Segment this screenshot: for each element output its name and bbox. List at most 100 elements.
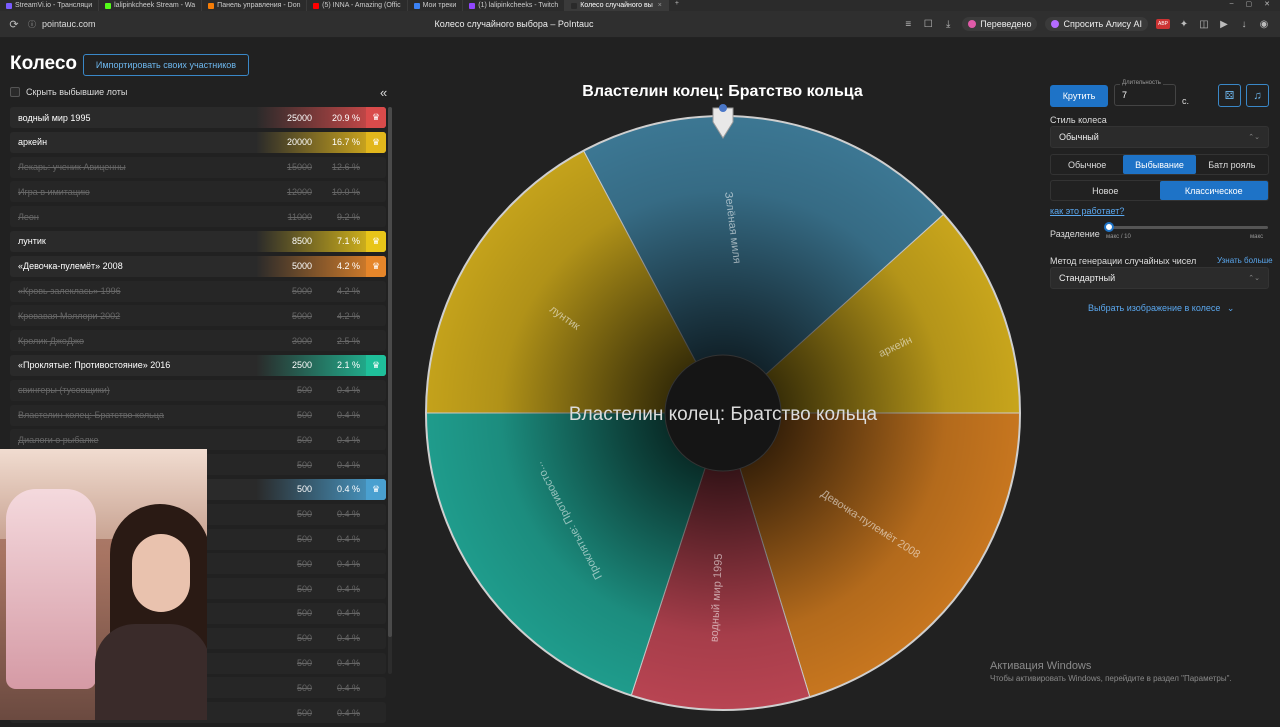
lot-row[interactable]: Игра в имитацию 12000 10.0 % bbox=[10, 181, 386, 203]
variant-option[interactable]: Классическое bbox=[1159, 181, 1268, 200]
lot-remove-icon[interactable]: ♛ bbox=[366, 131, 386, 153]
browser-tab[interactable]: Колесо случайного вы × bbox=[565, 0, 669, 11]
lot-remove-icon[interactable]: ♛ bbox=[366, 107, 386, 128]
media-icon[interactable]: ▶ bbox=[1220, 18, 1228, 30]
rng-select[interactable]: Стандартный ⌃⌄ bbox=[1050, 267, 1269, 289]
lot-row[interactable]: лунтик 8500 7.1 % ♛ bbox=[10, 230, 386, 252]
lot-remove-icon[interactable]: ♛ bbox=[366, 354, 386, 376]
lot-row[interactable]: «Девочка-пулемёт» 2008 5000 4.2 % ♛ bbox=[10, 255, 386, 277]
download-icon[interactable]: ⤓ bbox=[946, 18, 951, 30]
lot-remove-icon[interactable] bbox=[366, 578, 386, 599]
reload-icon[interactable]: ⟳ bbox=[9, 18, 19, 31]
translate-icon bbox=[968, 20, 977, 28]
lot-row[interactable]: Леон 11000 9.2 % bbox=[10, 206, 386, 228]
split-slider-knob[interactable] bbox=[1104, 222, 1114, 232]
lot-remove-icon[interactable] bbox=[366, 454, 386, 475]
mode-switch[interactable]: Обычное Выбывание Батл рояль bbox=[1050, 154, 1269, 175]
lot-pct: 2.5 % bbox=[336, 335, 360, 346]
lot-amount: 500 bbox=[296, 658, 312, 669]
translate-button[interactable]: Переведено bbox=[962, 17, 1038, 31]
screenshot-icon[interactable]: ◫ bbox=[1199, 18, 1209, 30]
lot-remove-icon[interactable] bbox=[366, 380, 386, 401]
mode-option[interactable]: Обычное bbox=[1068, 159, 1107, 170]
music-icon[interactable]: ♫ bbox=[1246, 84, 1269, 107]
browser-tab[interactable]: lalipinkcheek Stream - Wa bbox=[99, 0, 203, 11]
alice-button[interactable]: Спросить Алису AI bbox=[1045, 17, 1148, 31]
browser-tab[interactable]: (5) INNA - Amazing (Offic bbox=[307, 0, 408, 11]
lot-pct: 0.4 % bbox=[336, 459, 360, 470]
lot-row[interactable]: Властелин колец: Братство кольца 500 0.4 % bbox=[10, 404, 386, 426]
mode-option[interactable]: Батл рояль bbox=[1208, 159, 1256, 170]
lot-name: аркейн bbox=[18, 137, 48, 148]
import-participants-button[interactable]: Импортировать своих участников bbox=[83, 54, 249, 76]
lot-remove-icon[interactable] bbox=[366, 628, 386, 649]
lot-remove-icon[interactable] bbox=[366, 677, 386, 698]
spin-button[interactable]: Крутить bbox=[1050, 85, 1108, 107]
lot-row[interactable]: Кровавая Мэллори 2002 5000 4.2 % bbox=[10, 305, 386, 327]
how-it-works-link[interactable]: как это работает? bbox=[1050, 206, 1125, 216]
address-bar: ⟳ ⓘ pointauc.com Колесо случайного выбор… bbox=[0, 11, 1280, 38]
lot-remove-icon[interactable]: ♛ bbox=[366, 478, 386, 500]
hide-eliminated-checkbox[interactable] bbox=[10, 87, 20, 97]
wheel-style-label: Стиль колеса bbox=[1050, 115, 1107, 125]
url-field[interactable]: ⓘ pointauc.com bbox=[28, 19, 138, 30]
lot-remove-icon[interactable] bbox=[366, 405, 386, 426]
variant-switch[interactable]: Новое Классическое bbox=[1050, 180, 1269, 201]
lot-color-gradient bbox=[256, 131, 386, 153]
lot-remove-icon[interactable]: ♛ bbox=[366, 230, 386, 252]
close-window-icon[interactable]: ✕ bbox=[1264, 1, 1270, 8]
lot-row[interactable]: Кролик ДжоДжо 3000 2.5 % bbox=[10, 330, 386, 352]
close-tab-icon[interactable]: × bbox=[657, 2, 662, 9]
site-info-icon[interactable]: ⓘ bbox=[28, 19, 36, 29]
lot-row[interactable]: свингеры (тусовщики) 500 0.4 % bbox=[10, 379, 386, 401]
lot-row[interactable]: Диалоги о рыбалке 500 0.4 % bbox=[10, 429, 386, 451]
select-arrow-icon: ⌃⌄ bbox=[1248, 134, 1260, 141]
lot-remove-icon[interactable] bbox=[366, 330, 386, 351]
bookmark-icon[interactable]: ☐ bbox=[923, 18, 933, 30]
adblock-icon[interactable]: ABP bbox=[1156, 19, 1170, 29]
lot-remove-icon[interactable] bbox=[366, 603, 386, 624]
lot-remove-icon[interactable] bbox=[366, 553, 386, 574]
maximize-icon[interactable]: ▢ bbox=[1245, 1, 1253, 8]
collapse-panel-icon[interactable]: « bbox=[380, 85, 388, 100]
lot-remove-icon[interactable] bbox=[366, 157, 386, 178]
browser-tab[interactable]: StreamVi.io - Трансляци bbox=[0, 0, 100, 11]
variant-option[interactable]: Новое bbox=[1092, 185, 1119, 196]
dice-icon[interactable]: ⚄ bbox=[1218, 84, 1241, 107]
download-manager-icon[interactable]: ↓ bbox=[1241, 18, 1247, 30]
wheel-style-select[interactable]: Обычный ⌃⌄ bbox=[1050, 126, 1269, 148]
browser-tab[interactable]: Панель управления - Don bbox=[202, 0, 308, 11]
minimize-icon[interactable]: – bbox=[1229, 0, 1234, 7]
windows-activation-title: Активация Windows bbox=[990, 660, 1092, 672]
lot-row[interactable]: Лекарь: ученик Авиценны 15000 12.6 % bbox=[10, 156, 386, 178]
lot-row[interactable]: аркейн 20000 16.7 % ♛ bbox=[10, 131, 386, 153]
extensions-icon[interactable]: ✦ bbox=[1179, 18, 1189, 30]
lot-remove-icon[interactable] bbox=[366, 305, 386, 326]
lot-remove-icon[interactable] bbox=[366, 181, 386, 202]
lot-remove-icon[interactable]: ♛ bbox=[366, 255, 386, 277]
browser-tab[interactable]: Мои треки bbox=[408, 0, 464, 11]
mode-option[interactable]: Выбывание bbox=[1123, 155, 1196, 174]
tab-favicon-icon bbox=[413, 2, 420, 9]
lot-remove-icon[interactable] bbox=[366, 653, 386, 674]
lot-remove-icon[interactable] bbox=[366, 504, 386, 525]
lot-remove-icon[interactable] bbox=[366, 429, 386, 450]
hide-eliminated-row[interactable]: Скрыть выбывшие лоты bbox=[10, 87, 127, 97]
lot-remove-icon[interactable] bbox=[366, 529, 386, 550]
rng-learn-more-link[interactable]: Узнать больше bbox=[1217, 256, 1273, 265]
split-slider-track[interactable] bbox=[1108, 226, 1268, 229]
lot-row[interactable]: «Кровь залеклась» 1996 5000 4.2 % bbox=[10, 280, 386, 302]
menu-icon[interactable]: ≡ bbox=[905, 18, 912, 30]
lot-pct: 0.4 % bbox=[336, 583, 360, 594]
lot-remove-icon[interactable] bbox=[366, 206, 386, 227]
lot-row[interactable]: «Проклятые: Противостояние» 2016 2500 2.1 … bbox=[10, 354, 386, 376]
browser-tab[interactable]: (1) lalipinkcheeks - Twitch bbox=[463, 0, 566, 11]
lot-remove-icon[interactable] bbox=[366, 281, 386, 302]
choose-image-link[interactable]: Выбрать изображение в колесе ⌄ bbox=[1088, 303, 1234, 314]
lots-scrollbar-thumb[interactable] bbox=[388, 107, 392, 637]
lot-row[interactable]: водный мир 1995 25000 20.9 % ♛ bbox=[10, 107, 386, 128]
new-tab-button[interactable]: + bbox=[674, 0, 679, 7]
profile-icon[interactable]: ◉ bbox=[1259, 18, 1269, 30]
webcam-chair bbox=[6, 489, 96, 689]
